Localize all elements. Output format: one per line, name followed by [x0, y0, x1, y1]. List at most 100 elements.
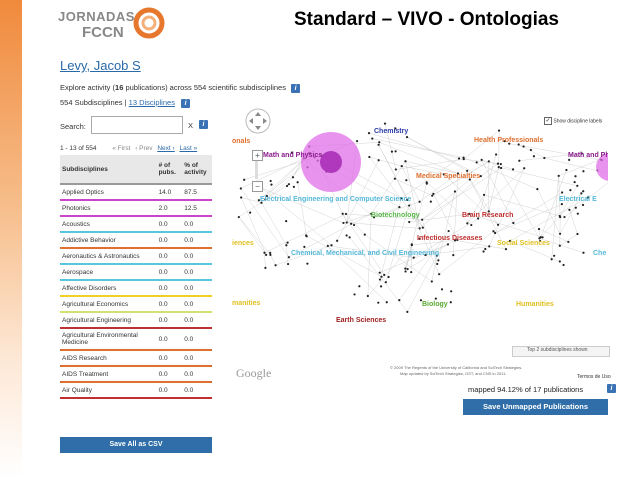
discipline-label[interactable]: Brain Research	[462, 212, 514, 219]
discipline-label[interactable]: Math and Ph	[568, 152, 608, 159]
pager-prev[interactable]: ‹ Prev	[135, 145, 153, 152]
map-edge	[469, 179, 499, 225]
science-map[interactable]: onals Chemistry Health Professionals Math a…	[232, 105, 608, 335]
discipline-label[interactable]: onals	[232, 138, 251, 145]
map-edge	[422, 167, 502, 220]
discipline-label[interactable]: Health Professionals	[474, 137, 544, 144]
table-row[interactable]: Agricultural Engineering 0.0 0.0	[60, 312, 212, 329]
show-labels-checkbox[interactable]: ✓	[544, 117, 552, 125]
col-header-pubs[interactable]: # of pubs.	[156, 155, 183, 185]
map-node	[532, 155, 536, 158]
map-edge	[395, 158, 464, 170]
discipline-label[interactable]: Math and Physics	[263, 152, 323, 159]
save-csv-button[interactable]: Save All as CSV	[60, 437, 212, 453]
info-icon[interactable]: i	[291, 84, 301, 93]
pager: 1 - 13 of 554 « First ‹ Prev Next › Last…	[60, 145, 212, 152]
table-row[interactable]: Aerospace 0.0 0.0	[60, 264, 212, 281]
table-row[interactable]: Applied Optics 14.0 87.5	[60, 184, 212, 201]
table-row[interactable]: Acoustics 0.0 0.0	[60, 216, 212, 233]
person-name-link[interactable]: Levy, Jacob S	[60, 58, 141, 73]
map-node	[495, 153, 498, 156]
map-node	[468, 212, 471, 215]
discipline-label[interactable]: iences	[232, 240, 254, 247]
map-node	[492, 230, 495, 233]
discipline-label[interactable]: Biotechnology	[371, 212, 420, 219]
discipline-label[interactable]: Electrical Engineering and Computer Scie…	[260, 196, 412, 203]
map-edge	[369, 156, 424, 228]
terms-of-use-link[interactable]: Termos de Uso	[577, 374, 611, 380]
pan-control-icon[interactable]	[244, 106, 272, 136]
zoom-out-button[interactable]: −	[252, 181, 263, 192]
table-row[interactable]: Agricultural Economics 0.0 0.0	[60, 296, 212, 313]
map-edge	[408, 205, 440, 275]
table-row[interactable]: AIDS Research 0.0 0.0	[60, 350, 212, 367]
map-edge	[346, 222, 420, 229]
map-edge	[483, 194, 560, 217]
map-node	[379, 285, 383, 288]
map-edge	[481, 159, 514, 224]
clear-search-button[interactable]: X	[188, 121, 194, 130]
table-row[interactable]: Addictive Behavior 0.0 0.0	[60, 232, 212, 249]
show-labels-toggle[interactable]: ✓ Show discipline labels	[544, 117, 602, 125]
discipline-label[interactable]: Chemical, Mechanical, and Civil Engineer…	[291, 250, 440, 257]
pager-first[interactable]: « First	[112, 145, 131, 152]
map-edge	[405, 182, 427, 272]
map-edge	[240, 158, 304, 189]
discipline-label[interactable]: Infectious Diseases	[417, 235, 483, 242]
map-node	[421, 226, 424, 229]
save-unmapped-button[interactable]: Save Unmapped Publications	[463, 399, 608, 415]
map-node	[541, 236, 544, 239]
discipline-label[interactable]: Humanities	[516, 301, 554, 308]
info-icon[interactable]: i	[199, 120, 208, 129]
map-edge	[540, 169, 567, 238]
map-node	[377, 159, 380, 162]
discipline-label[interactable]: Earth Sciences	[336, 317, 387, 324]
table-cell-pubs: 0.0	[156, 366, 183, 383]
map-edge	[498, 166, 578, 186]
activity-bubble-edge[interactable]	[596, 153, 608, 181]
table-row[interactable]: Aeronautics & Astronautics 0.0 0.0	[60, 248, 212, 265]
map-node	[400, 197, 403, 200]
discipline-label[interactable]: Social Sciences	[497, 240, 550, 247]
discipline-label[interactable]: Biology	[422, 301, 448, 308]
table-row[interactable]: Air Quality 0.0 0.0	[60, 382, 212, 399]
map-node	[482, 250, 485, 253]
top-subdisciplines-bar	[512, 346, 610, 357]
zoom-in-button[interactable]: +	[252, 150, 263, 161]
table-cell-pubs: 14.0	[156, 184, 183, 201]
search-input[interactable]	[91, 116, 183, 134]
disciplines-link[interactable]: 13 Disciplines	[128, 98, 175, 107]
discipline-label[interactable]: manities	[232, 300, 261, 307]
map-edge	[432, 161, 489, 196]
table-row[interactable]: Photonics 2.0 12.5	[60, 200, 212, 217]
map-node	[285, 220, 288, 223]
discipline-label[interactable]: Chemistry	[374, 128, 409, 135]
zoom-slider[interactable]	[255, 161, 258, 179]
activity-bubble-photonics[interactable]	[320, 151, 342, 173]
map-node	[285, 184, 289, 188]
map-node	[394, 127, 397, 130]
table-row[interactable]: Affective Disorders 0.0 0.0	[60, 280, 212, 297]
map-edge	[240, 197, 267, 255]
map-edge	[558, 159, 601, 177]
info-icon[interactable]: i	[181, 99, 191, 108]
map-node	[408, 204, 411, 207]
table-cell-pubs: 0.0	[156, 312, 183, 329]
pager-next-link[interactable]: Next ›	[157, 145, 175, 152]
discipline-label[interactable]: Che	[593, 250, 607, 257]
discipline-label[interactable]: Medical Specialties	[416, 173, 481, 180]
col-header-subdisciplines[interactable]: Subdisciplines	[60, 155, 157, 185]
info-icon[interactable]: i	[607, 384, 616, 393]
table-row[interactable]: AIDS Treatment 0.0 0.0	[60, 366, 212, 383]
map-edge	[373, 201, 420, 218]
col-header-activity[interactable]: % of activity	[182, 155, 212, 185]
pager-last-link[interactable]: Last »	[179, 145, 198, 152]
copyright-line1: © 2009 The Regents of the University of …	[390, 365, 523, 370]
map-edge	[264, 252, 266, 268]
map-node	[366, 294, 369, 298]
table-row[interactable]: Agricultural Environmental Medicine 0.0 0.…	[60, 328, 212, 351]
map-node	[496, 162, 500, 165]
discipline-label[interactable]: Electrical E	[559, 196, 597, 203]
map-edge	[327, 245, 414, 258]
map-node	[479, 175, 482, 178]
